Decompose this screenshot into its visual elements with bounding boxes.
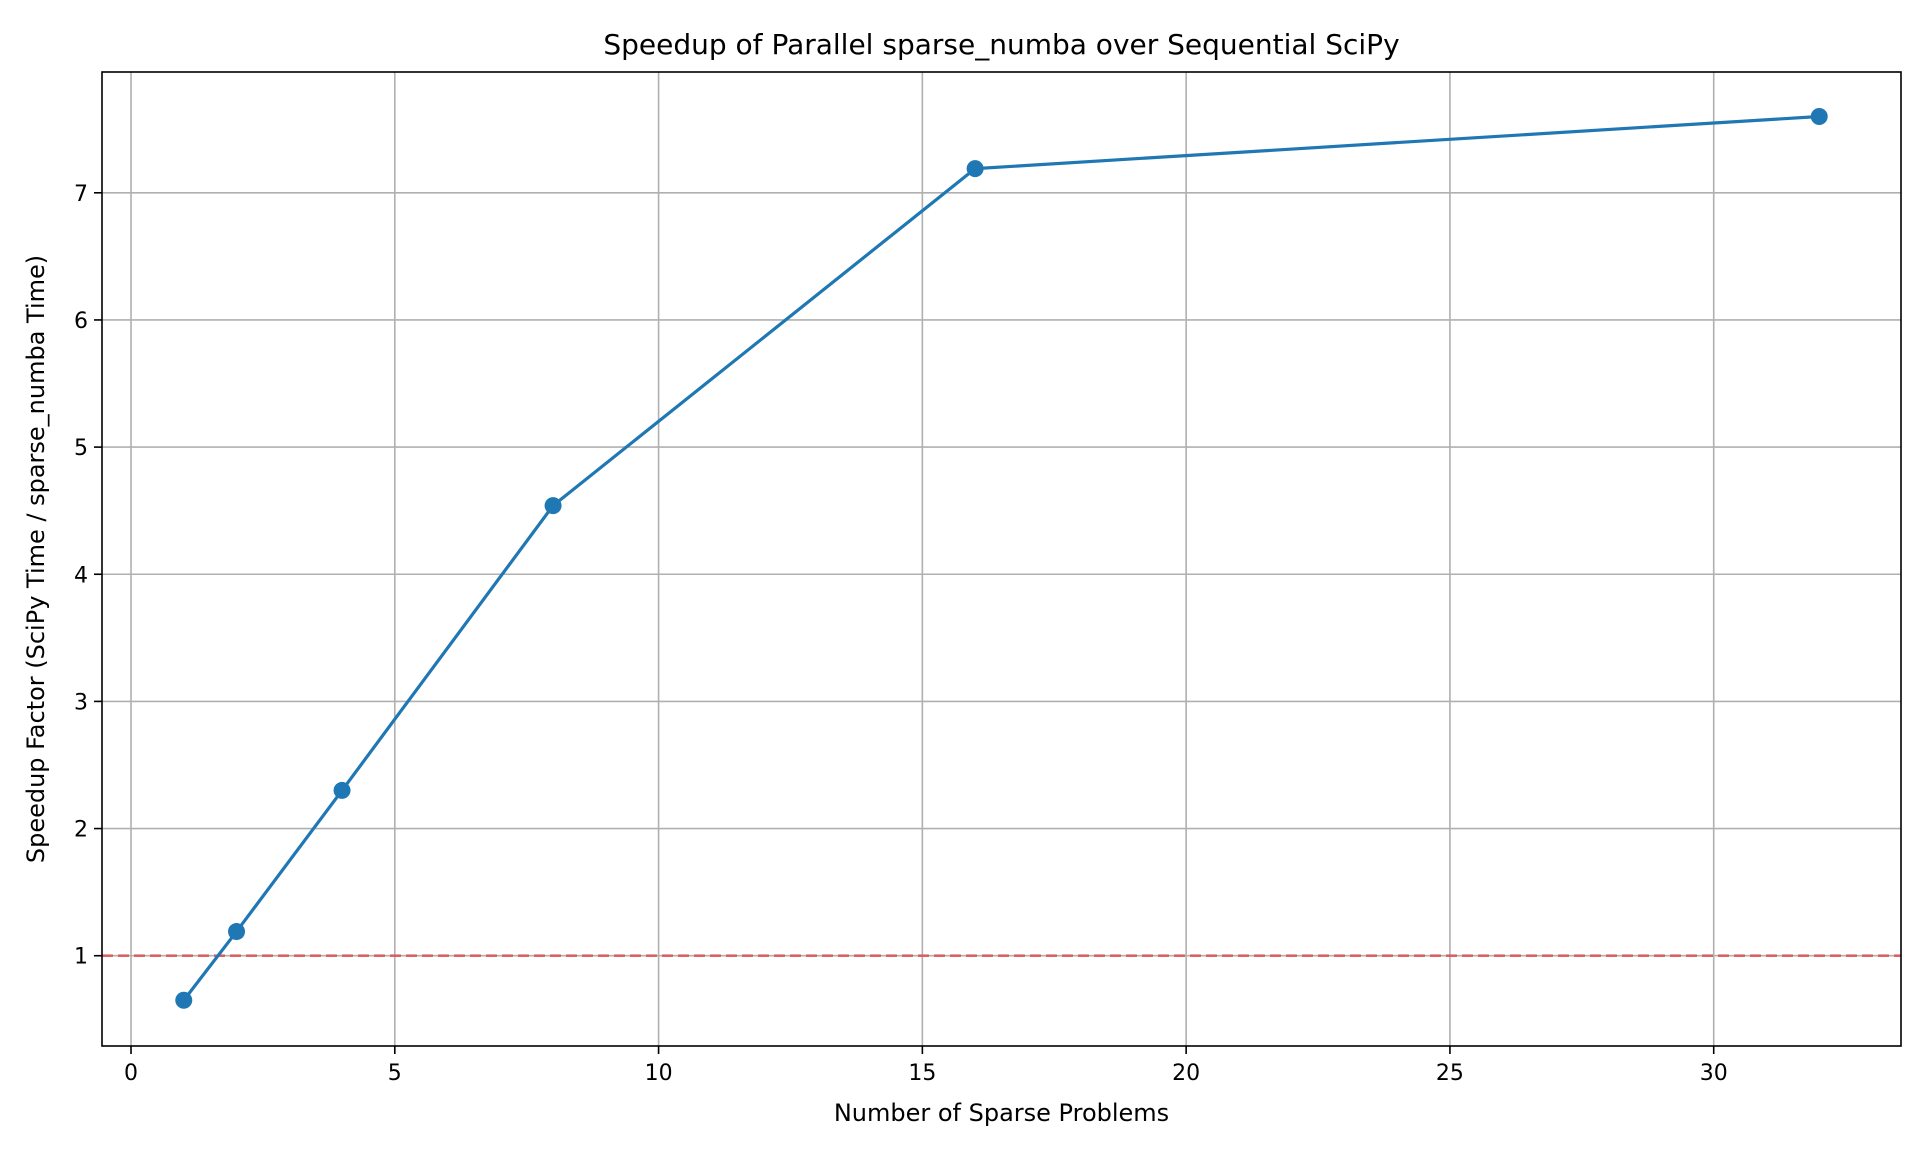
y-tick-label: 1: [74, 945, 88, 970]
y-axis-title: Speedup Factor (SciPy Time / sparse_numb…: [22, 255, 50, 863]
x-tick-label: 25: [1436, 1061, 1464, 1086]
x-tick-label: 20: [1172, 1061, 1200, 1086]
ticks: 0 5 10 15 20 25 30 1 2 3 4 5 6 7: [74, 182, 1728, 1086]
data-point: [544, 497, 562, 515]
chart-title: Speedup of Parallel sparse_numba over Se…: [603, 28, 1399, 61]
y-tick-label: 6: [74, 309, 88, 334]
y-tick-label: 4: [74, 563, 88, 588]
series-group: [175, 108, 1828, 1009]
data-point: [966, 160, 984, 178]
data-point: [228, 923, 246, 941]
series-line: [182, 114, 1820, 1002]
y-tick-label: 7: [74, 182, 88, 207]
y-tick-label: 2: [74, 818, 88, 843]
data-point: [175, 991, 193, 1009]
x-tick-label: 0: [124, 1061, 138, 1086]
y-tick-label: 5: [74, 436, 88, 461]
x-tick-label: 30: [1700, 1061, 1728, 1086]
data-point: [1810, 108, 1828, 126]
x-tick-label: 15: [908, 1061, 936, 1086]
x-tick-label: 5: [388, 1061, 402, 1086]
x-axis-title: Number of Sparse Problems: [834, 1099, 1169, 1127]
grid: [102, 72, 1901, 1046]
data-point: [333, 781, 351, 799]
x-tick-label: 10: [645, 1061, 673, 1086]
plot-area-frame: [101, 71, 1902, 1047]
y-tick-label: 3: [74, 690, 88, 715]
